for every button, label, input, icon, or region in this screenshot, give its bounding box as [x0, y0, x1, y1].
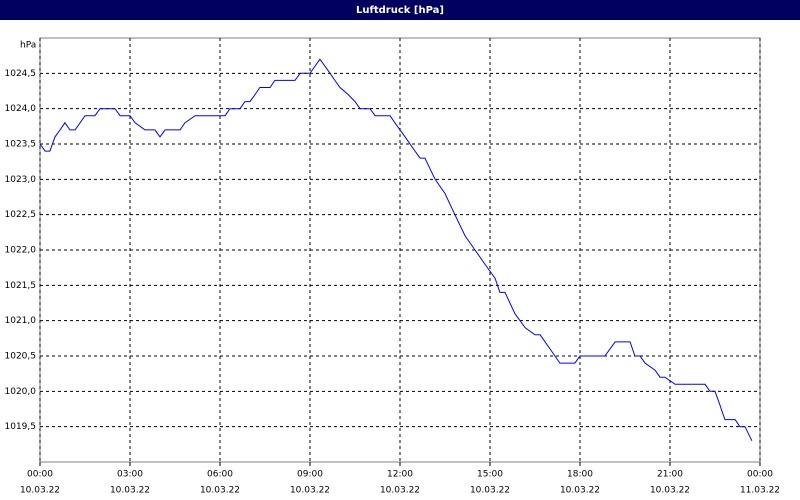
x-tick-label: 06:00 — [207, 470, 233, 480]
y-tick-label: 1023,5 — [5, 140, 37, 150]
x-tick-date: 10.03.22 — [650, 486, 690, 496]
x-tick-label: 03:00 — [117, 470, 143, 480]
y-axis-label: hPa — [20, 41, 36, 51]
x-tick-date: 10.03.22 — [290, 486, 330, 496]
x-tick-label: 00:00 — [27, 470, 53, 480]
x-tick-date: 10.03.22 — [200, 486, 240, 496]
x-tick-date: 10.03.22 — [560, 486, 600, 496]
x-tick-label: 09:00 — [297, 470, 323, 480]
x-tick-label: 18:00 — [567, 470, 593, 480]
y-tick-label: 1020,5 — [5, 352, 37, 362]
y-tick-label: 1022,0 — [5, 246, 37, 256]
y-tick-label: 1019,5 — [5, 422, 37, 432]
x-tick-label: 12:00 — [387, 470, 413, 480]
y-tick-label: 1023,0 — [5, 175, 37, 185]
y-tick-label: 1021,0 — [5, 316, 37, 326]
x-tick-date: 11.03.22 — [740, 486, 780, 496]
y-tick-label: 1021,5 — [5, 281, 37, 291]
y-tick-label: 1024,5 — [5, 69, 37, 79]
y-tick-label: 1024,0 — [5, 104, 37, 114]
x-tick-date: 10.03.22 — [20, 486, 60, 496]
x-tick-label: 00:00 — [747, 470, 773, 480]
chart-title: Luftdruck [hPa] — [356, 5, 444, 16]
x-tick-date: 10.03.22 — [470, 486, 510, 496]
y-tick-label: 1022,5 — [5, 210, 37, 220]
x-tick-label: 15:00 — [477, 470, 503, 480]
x-tick-date: 10.03.22 — [110, 486, 150, 496]
x-tick-date: 10.03.22 — [380, 486, 420, 496]
y-tick-label: 1020,0 — [5, 387, 37, 397]
x-tick-label: 21:00 — [657, 470, 683, 480]
title-bar — [0, 0, 800, 20]
data-line — [39, 58, 753, 442]
